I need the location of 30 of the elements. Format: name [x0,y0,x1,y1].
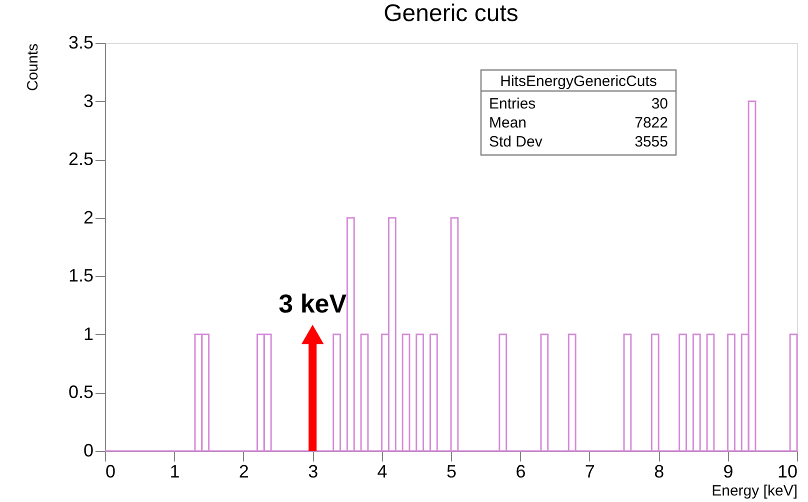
y-tick-label: 1 [83,324,94,344]
annotation: HitsEnergyGenericCuts [500,73,657,90]
x-tick-label: 2 [238,462,249,482]
annotation: Mean [489,114,527,132]
y-axis-title: Counts [24,44,42,92]
x-tick-label: 7 [584,462,595,482]
annotation: 3 keV [278,288,348,318]
y-tick-label: 2.5 [68,149,94,170]
annotation: 7822 [634,114,668,132]
x-axis-title: Energy [keV] [712,482,798,500]
y-tick-label: 1.5 [68,266,94,286]
y-tick-label: 3.5 [68,32,94,52]
x-tick-label: 9 [723,462,734,482]
x-tick-label: 5 [446,462,457,482]
annotation: 3555 [634,134,668,150]
x-tick-label: 1 [170,462,180,482]
annotation: Entries [489,96,536,112]
chart-title: Generic cuts [384,0,518,27]
x-tick-label: 4 [377,462,388,482]
y-tick-label: 0 [83,440,94,460]
x-tick-label: 8 [654,462,664,482]
x-tick-label: 10 [777,462,798,482]
annotation: Std Dev [489,134,543,150]
y-tick-label: 3 [83,90,94,111]
x-tick-label: 0 [106,462,116,482]
y-tick-label: 0.5 [68,382,94,402]
annotation: 30 [651,96,668,112]
y-tick-label: 2 [83,207,94,228]
x-tick-label: 3 [308,462,318,482]
x-tick-label: 6 [516,462,526,482]
